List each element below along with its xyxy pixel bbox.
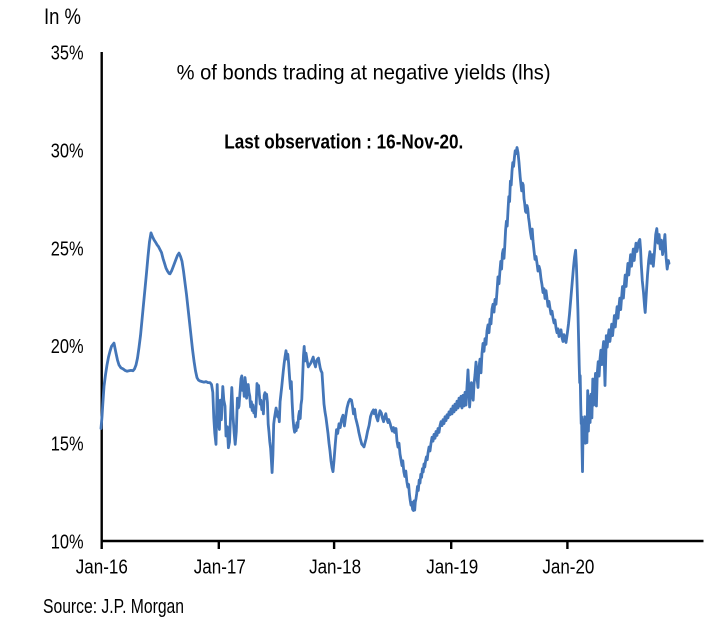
svg-text:Last observation : 16-Nov-20.: Last observation : 16-Nov-20. [224, 131, 463, 153]
svg-text:35%: 35% [51, 43, 84, 65]
svg-text:Jan-16: Jan-16 [76, 556, 128, 578]
svg-text:10%: 10% [51, 532, 84, 554]
svg-text:30%: 30% [51, 141, 84, 163]
svg-text:Jan-20: Jan-20 [542, 556, 594, 578]
svg-text:Jan-19: Jan-19 [426, 556, 478, 578]
svg-text:In %: In % [44, 4, 81, 29]
svg-text:15%: 15% [51, 434, 84, 456]
svg-text:Jan-18: Jan-18 [309, 556, 361, 578]
svg-text:Jan-17: Jan-17 [194, 556, 246, 578]
svg-text:Source: J.P. Morgan: Source: J.P. Morgan [43, 596, 184, 618]
svg-text:25%: 25% [51, 239, 84, 261]
svg-text:% of bonds trading at negative: % of bonds trading at negative yields (l… [177, 62, 551, 85]
svg-text:20%: 20% [51, 336, 84, 358]
